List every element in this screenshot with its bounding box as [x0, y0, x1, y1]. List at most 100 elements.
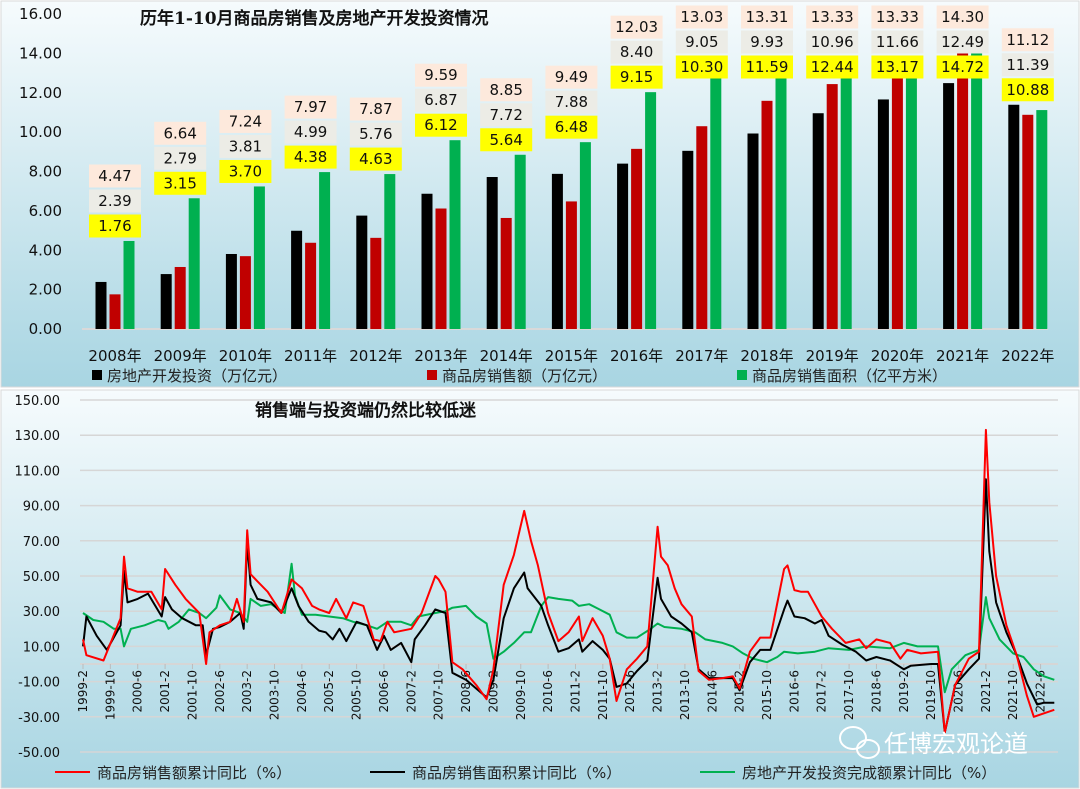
legend-label: 商品房销售面积累计同比（%） [412, 764, 621, 782]
bar-sales-area [514, 154, 526, 329]
data-label-box [219, 134, 272, 158]
x-tick-label: 2017年 [675, 347, 728, 365]
data-label-box [219, 159, 272, 183]
data-label-box [741, 5, 793, 29]
bar-sales-area [710, 72, 722, 330]
data-label: 6.87 [424, 91, 457, 109]
y-tick-label: 16.00 [19, 5, 62, 23]
y-tick-label: 110.00 [15, 464, 61, 479]
data-label: 7.72 [489, 106, 522, 124]
x-tick-label: 2017-10 [842, 670, 856, 720]
bar-investment [812, 113, 824, 329]
y-tick-label: 12.00 [19, 84, 62, 102]
x-tick-label: 2019-10 [924, 670, 938, 720]
data-label: 4.47 [98, 167, 131, 185]
bar-sales-amount [891, 69, 903, 329]
x-tick-label: 2009年 [154, 347, 207, 365]
wechat-icon [839, 726, 880, 759]
bar-investment [160, 274, 172, 329]
x-tick-label: 2015-10 [760, 670, 774, 720]
data-label: 1.76 [98, 217, 131, 235]
data-label-box [806, 5, 859, 29]
bottom-line-chart: -50.00 -30.00 -10.00 10.00 30.00 50.00 70.00 90… [15, 394, 1058, 782]
data-label-box [89, 214, 141, 238]
data-label: 9.59 [424, 66, 457, 84]
data-label-box [675, 5, 728, 29]
data-label-box [349, 97, 402, 121]
data-label-box [219, 109, 272, 133]
data-label-box [806, 30, 859, 54]
y-tick-label: 0.00 [29, 320, 62, 338]
chart-title: 销售端与投资端仍然比较低迷 [255, 400, 477, 421]
bar-sales-amount [761, 100, 773, 330]
x-tick-label: 2020-6 [952, 670, 966, 713]
data-label-box [936, 30, 989, 54]
data-label: 13.03 [680, 8, 723, 26]
data-label-box [936, 55, 989, 79]
bar-sales-amount [435, 208, 447, 329]
bar-sales-area [123, 240, 135, 329]
bar-sales-amount [305, 242, 317, 329]
x-tick-label: 2021-2 [979, 670, 993, 713]
data-label: 7.24 [229, 112, 262, 130]
x-tick-label: 2017-2 [815, 670, 829, 713]
legend-label: 房地产开发投资（万亿元） [107, 367, 287, 385]
x-tick-label: 2016-6 [787, 670, 801, 713]
bar-investment [747, 133, 759, 329]
y-tick-label: 30.00 [23, 605, 60, 620]
data-label-box [741, 55, 793, 79]
data-label-box [154, 121, 207, 145]
chart-title: 历年1-10月商品房销售及房地产开发投资情况 [140, 8, 489, 29]
data-label-box [154, 146, 207, 170]
x-tick-label: 2000-6 [131, 670, 145, 713]
x-tick-label: 2018-6 [869, 670, 883, 713]
bar-sales-area [840, 66, 852, 330]
x-tick-label: 2005-10 [350, 670, 364, 720]
data-label-box [936, 5, 989, 29]
y-tick-label: 10.00 [19, 123, 62, 141]
x-tick-label: 2012-6 [623, 670, 637, 713]
x-tick-label: 2020年 [871, 347, 924, 365]
y-tick-label: -10.00 [18, 676, 60, 691]
x-tick-label: 2012年 [349, 347, 402, 365]
bar-sales-area [449, 140, 461, 329]
data-label: 3.15 [163, 174, 196, 192]
bar-sales-amount [239, 256, 251, 329]
data-label-box [1001, 53, 1054, 77]
bar-sales-amount [631, 148, 643, 329]
data-label: 4.63 [359, 150, 392, 168]
x-tick-label: 2002-6 [213, 670, 227, 713]
data-label: 9.93 [750, 33, 783, 51]
data-label: 5.76 [359, 125, 392, 143]
data-label: 11.66 [876, 33, 919, 51]
series-line-investment [82, 562, 1055, 694]
x-tick-label: 2019-2 [897, 670, 911, 713]
data-label: 6.48 [555, 118, 588, 136]
data-label: 12.03 [615, 18, 658, 36]
y-tick-label: 90.00 [23, 500, 60, 515]
data-label: 6.64 [163, 124, 196, 142]
bar-investment [877, 99, 889, 329]
data-label: 13.33 [876, 8, 919, 26]
x-tick-label: 2008-6 [459, 670, 473, 713]
data-label-box [349, 147, 402, 171]
data-label-box [545, 115, 598, 139]
bar-sales-area [579, 142, 591, 329]
bar-sales-area [188, 198, 200, 329]
data-label: 14.72 [941, 58, 984, 76]
bar-sales-amount [1022, 114, 1034, 329]
bar-sales-area [645, 92, 657, 329]
data-label-box [675, 55, 728, 79]
y-tick-label: 150.00 [15, 394, 61, 409]
x-tick-label: 2004-6 [295, 670, 309, 713]
bar-sales-area [319, 172, 331, 329]
data-label-box [284, 120, 337, 144]
x-tick-label: 2021-10 [1006, 670, 1020, 720]
y-tick-label: 70.00 [23, 535, 60, 550]
x-tick-label: 2019年 [806, 347, 859, 365]
data-label: 2.39 [98, 192, 131, 210]
bar-sales-area [971, 47, 983, 329]
legend-swatch [737, 370, 747, 380]
legend-label: 商品房销售额（万亿元） [442, 367, 607, 385]
